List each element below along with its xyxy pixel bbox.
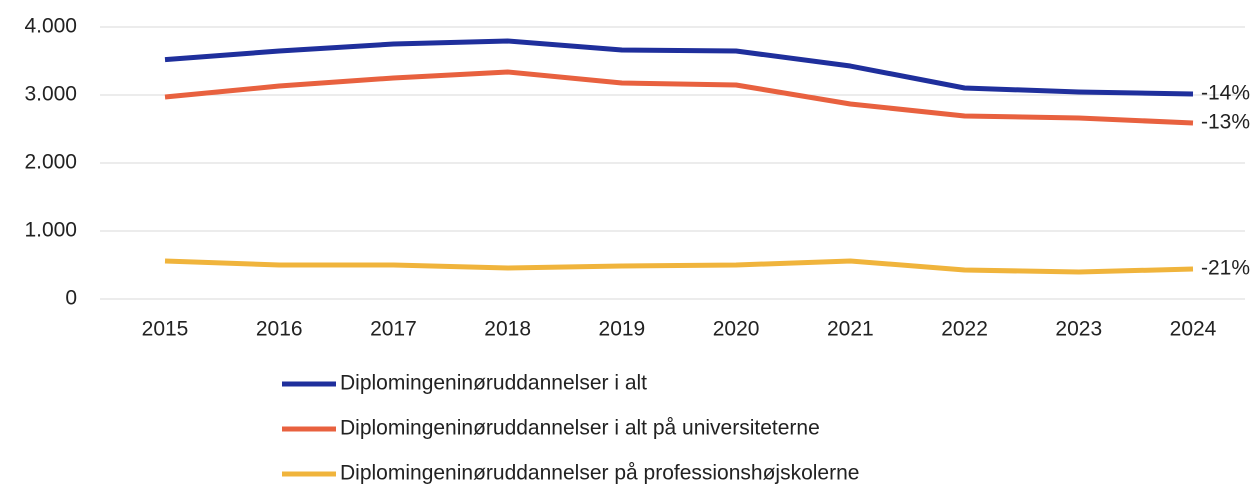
end-label: -21% (1201, 257, 1250, 280)
x-tick-label: 2024 (1170, 318, 1217, 341)
x-tick-label: 2023 (1055, 318, 1102, 341)
x-tick-label: 2020 (713, 318, 760, 341)
x-tick-label: 2015 (142, 318, 189, 341)
y-tick-label: 3.000 (24, 83, 77, 106)
end-label: -13% (1201, 111, 1250, 134)
x-tick-label: 2021 (827, 318, 874, 341)
x-tick-label: 2022 (941, 318, 988, 341)
series-line (164, 38, 1194, 97)
y-tick-label: 0 (65, 287, 77, 310)
y-tick-label: 2.000 (24, 151, 77, 174)
x-tick-label: 2016 (256, 318, 303, 341)
x-tick-label: 2018 (484, 318, 531, 341)
legend-label: Diplomingeninøruddannelser på profession… (340, 462, 859, 484)
legend-label: Diplomingeninøruddannelser i alt på univ… (340, 417, 820, 440)
x-tick-label: 2019 (599, 318, 646, 341)
series-line (164, 69, 1194, 126)
legend-label: Diplomingeninøruddannelser i alt (340, 372, 647, 395)
x-tick-label: 2017 (370, 318, 417, 341)
series-line (164, 258, 1194, 275)
y-tick-label: 4.000 (24, 15, 77, 38)
end-label: -14% (1201, 82, 1250, 105)
y-tick-label: 1.000 (24, 219, 77, 242)
